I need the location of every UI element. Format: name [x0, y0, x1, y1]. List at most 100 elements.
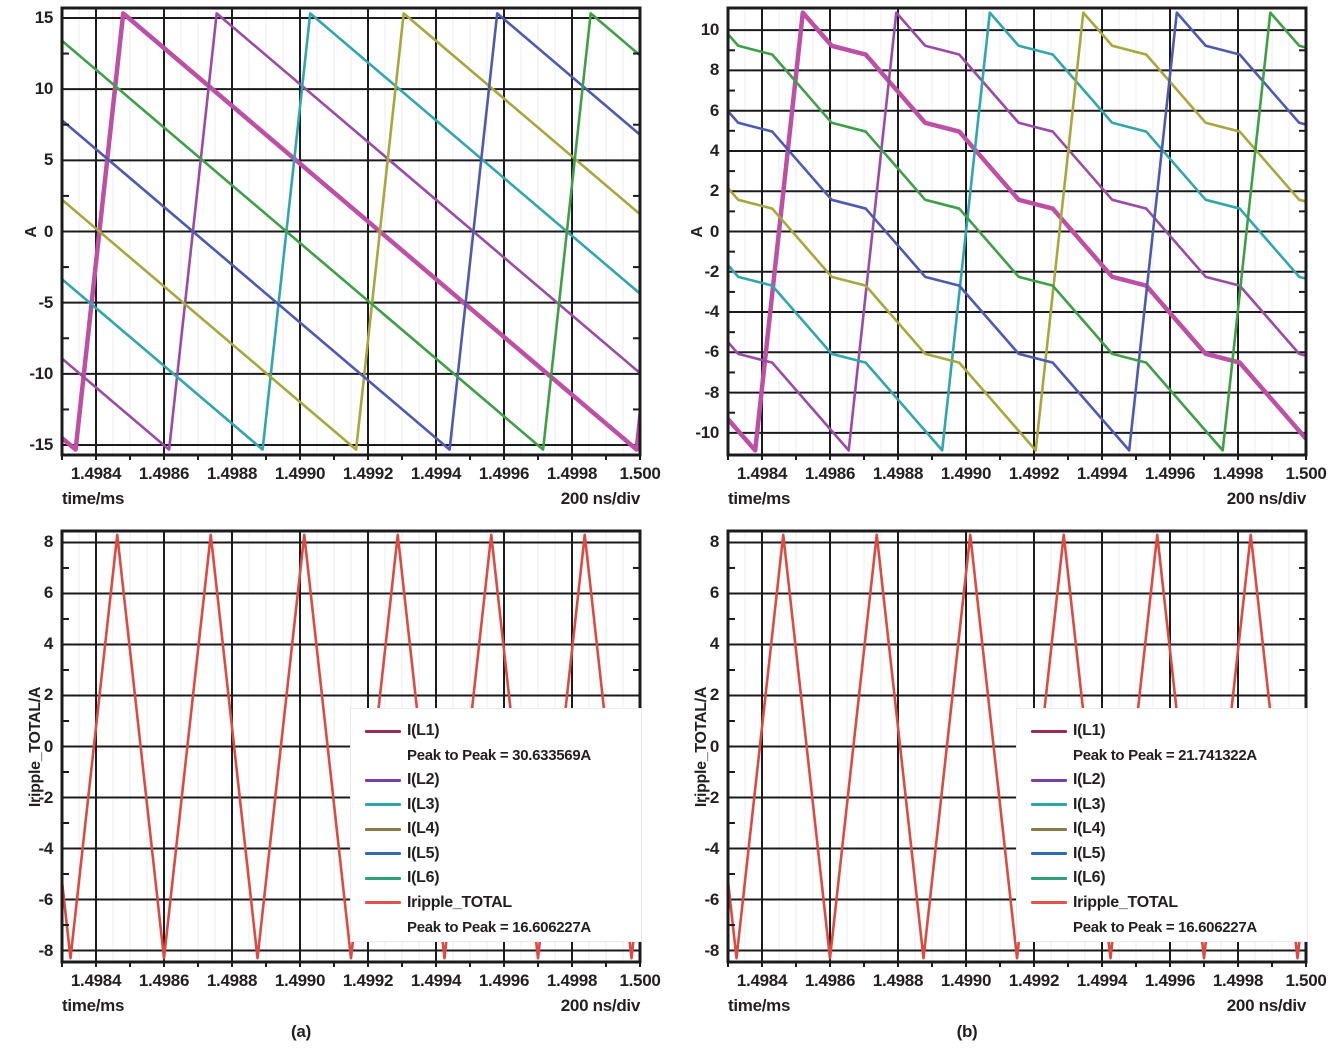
plot-frame: [60, 6, 642, 457]
x-tick-label: 1.4998: [546, 464, 598, 483]
curves-top-right: [728, 10, 1306, 453]
legend-line-swatch: [1031, 876, 1067, 880]
x-tick-label: 1.4994: [410, 971, 462, 990]
legend-line-swatch: [1031, 901, 1067, 905]
x-tick-label: 1.4994: [1076, 464, 1128, 483]
legend-line-swatch: [1031, 827, 1067, 831]
legend-label: Iripple_TOTAL: [1073, 893, 1178, 911]
y-tick-label: 15: [34, 7, 54, 27]
legend-bottom-right: I(L1) Peak to Peak = 21.741322A I(L2) I(L3)…: [1016, 708, 1308, 942]
x-tick-label: 1.4990: [274, 464, 326, 483]
x-tick-label: 1.4992: [1008, 464, 1060, 483]
legend-label: I(L4): [407, 820, 440, 838]
legend-entry: I(L1): [365, 719, 633, 744]
y-tick-label: 5: [43, 150, 53, 170]
y-axis-label: Iripple_TOTAL/A: [693, 686, 710, 807]
x-axis-label: time/ms: [62, 489, 125, 508]
y-tick-label: 8: [709, 532, 719, 552]
legend-label: I(L5): [407, 844, 440, 862]
legend-line-swatch: [365, 852, 401, 856]
x-tick-label: 1.500: [1285, 464, 1327, 483]
legend-entry: I(L6): [365, 866, 633, 891]
plot-frame: [726, 6, 1308, 457]
x-tick-label: 1.4986: [138, 971, 190, 990]
x-tick-label: 1.4984: [736, 464, 788, 483]
legend-label: I(L5): [1073, 844, 1106, 862]
legend-line-swatch: [365, 827, 401, 831]
x-tick-label: 1.4994: [410, 464, 462, 483]
legend-line-swatch: [365, 729, 401, 733]
y-tick-label: -2: [704, 261, 719, 281]
y-tick-label: 0: [709, 736, 719, 756]
y-tick-label: -5: [38, 292, 53, 312]
panel-top-right: [726, 6, 1308, 460]
x-tick-label: 1.4984: [70, 464, 122, 483]
x-tick-label: 1.500: [619, 464, 661, 483]
legend-entry: I(L3): [365, 793, 633, 818]
x-tick-label: 1.4988: [872, 464, 924, 483]
series-I(L2): [728, 11, 1306, 452]
x-axis-label: time/ms: [62, 996, 125, 1015]
x-tick-label: 1.4988: [872, 971, 924, 990]
legend-label: I(L2): [1073, 771, 1106, 789]
y-tick-label: 8: [709, 60, 719, 80]
legend-entry: Iripple_TOTAL: [365, 891, 633, 916]
x-tick-label: 1.4992: [1008, 971, 1060, 990]
y-axis-label: A: [23, 225, 40, 238]
legend-line-swatch: [1031, 852, 1067, 856]
y-tick-label: 0: [43, 736, 53, 756]
y-axis-label: A: [689, 225, 706, 238]
panel-top-left: [60, 6, 642, 460]
x-tick-label: 1.4996: [1144, 971, 1196, 990]
legend-line-swatch: [1031, 729, 1067, 733]
x-tick-label: 1.4988: [206, 971, 258, 990]
legend-label: I(L2): [407, 771, 440, 789]
y-axis-label: Iripple_TOTAL/A: [27, 686, 44, 807]
legend-entry: I(L5): [365, 842, 633, 867]
legend-label: I(L3): [1073, 795, 1106, 813]
x-tick-label: 1.4998: [546, 971, 598, 990]
legend-peak-to-peak: Peak to Peak = 16.606227A: [1073, 918, 1257, 936]
y-tick-label: -2: [704, 787, 719, 807]
y-tick-label: 4: [709, 140, 719, 160]
y-tick-label: -6: [38, 889, 53, 909]
legend-label: I(L6): [1073, 869, 1106, 887]
x-tick-label: 1.4984: [736, 971, 788, 990]
y-tick-label: -6: [704, 342, 719, 362]
legend-entry: I(L4): [1031, 817, 1299, 842]
legend-entry: I(L5): [1031, 842, 1299, 867]
legend-line-swatch: [1031, 803, 1067, 807]
y-tick-label: 10: [34, 79, 54, 99]
y-tick-label: 6: [43, 583, 53, 603]
y-tick-label: -4: [38, 838, 53, 858]
x-tick-label: 1.500: [619, 971, 661, 990]
y-tick-label: 2: [43, 685, 53, 705]
x-axis-label: time/ms: [728, 489, 791, 508]
y-tick-label: 2: [709, 685, 719, 705]
curves-top-left: [62, 11, 640, 452]
legend-label: I(L3): [407, 795, 440, 813]
y-tick-label: 6: [709, 100, 719, 120]
legend-peak-to-peak: Peak to Peak = 21.741322A: [1073, 747, 1257, 765]
x-tick-label: 1.4988: [206, 464, 258, 483]
panel-caption: (a): [291, 1022, 311, 1041]
y-tick-label: -4: [704, 302, 719, 322]
y-tick-label: -8: [704, 382, 719, 402]
y-tick-label: 2: [709, 181, 719, 201]
legend-entry: I(L2): [1031, 768, 1299, 793]
x-div-label: 200 ns/div: [1226, 489, 1307, 508]
y-tick-label: -2: [38, 787, 53, 807]
y-tick-label: -8: [704, 940, 719, 960]
panel-caption: (b): [956, 1022, 978, 1041]
legend-line-swatch: [365, 901, 401, 905]
legend-entry: I(L1): [1031, 719, 1299, 744]
legend-label: Iripple_TOTAL: [407, 893, 512, 911]
legend-label: I(L6): [407, 869, 440, 887]
legend-peak-to-peak: Peak to Peak = 16.606227A: [407, 918, 591, 936]
legend-entry: Iripple_TOTAL: [1031, 891, 1299, 916]
series-I(L1): [728, 10, 1306, 453]
legend-line-swatch: [365, 803, 401, 807]
x-tick-label: 1.4994: [1076, 971, 1128, 990]
y-tick-label: 8: [43, 532, 53, 552]
x-tick-label: 1.4986: [804, 971, 856, 990]
